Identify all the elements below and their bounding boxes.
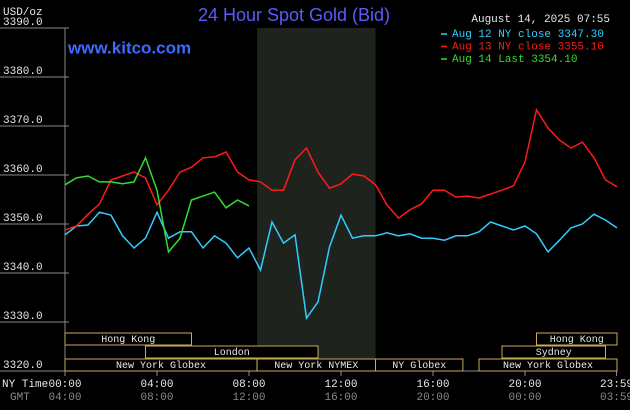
chart-title: 24 Hour Spot Gold (Bid): [198, 5, 390, 25]
legend-label: Aug 14 Last 3354.10: [452, 54, 577, 66]
legend-label: Aug 12 NY close 3347.30: [452, 29, 604, 41]
session-bar: [64, 332, 192, 346]
x2-tick-label: 12:00: [232, 392, 265, 404]
y-tick-label: 3330.0: [3, 311, 43, 323]
session-label: New York Globex: [503, 360, 593, 372]
x2-tick-label: 00:00: [508, 392, 541, 404]
y-tick-label: 3360.0: [3, 164, 43, 176]
site-label: www.kitco.com: [67, 38, 191, 57]
x-axis-label: NY Time: [2, 379, 48, 391]
x2-tick-label: 16:00: [324, 392, 357, 404]
session-label: Sydney: [536, 347, 572, 359]
y-tick-label: 3350.0: [3, 213, 43, 225]
y-tick-label: 3320.0: [3, 360, 43, 372]
y-axis-label: USD/oz: [3, 7, 43, 19]
x2-tick-label: 20:00: [416, 392, 449, 404]
y-tick-label: 3340.0: [3, 262, 43, 274]
session-bar: [501, 345, 606, 359]
series-line: [64, 155, 250, 254]
legend-label: Aug 13 NY close 3355.10: [452, 41, 604, 53]
timestamp: August 14, 2025 07:55: [471, 14, 610, 26]
x2-tick-label: 04:00: [48, 392, 81, 404]
x2-tick-label: 03:59: [600, 392, 630, 404]
session-label: NY Globex: [392, 360, 446, 372]
session-bar: [145, 345, 319, 359]
y-tick-label: 3370.0: [3, 115, 43, 127]
session-label: Hong Kong: [101, 335, 155, 346]
x2-axis-label: GMT: [10, 392, 30, 404]
session-shade: [257, 28, 376, 371]
series-line: [64, 210, 618, 321]
session-label: New York NYMEX: [274, 360, 358, 372]
series-line: [64, 107, 618, 231]
session-label: London: [214, 347, 250, 359]
y-tick-label: 3380.0: [3, 66, 43, 78]
session-label: Hong Kong: [550, 335, 604, 346]
y-tick-label: 3390.0: [3, 17, 43, 29]
x-tick-label: 12:00: [324, 379, 357, 391]
x-tick-label: 00:00: [48, 379, 81, 391]
session-bar: [478, 358, 618, 372]
session-bar: [375, 358, 464, 372]
x-tick-label: 08:00: [232, 379, 265, 391]
x2-tick-label: 08:00: [140, 392, 173, 404]
x-tick-label: 23:59: [600, 379, 630, 391]
x-tick-label: 16:00: [416, 379, 449, 391]
x-tick-label: 20:00: [508, 379, 541, 391]
session-label: New York Globex: [116, 360, 206, 372]
session-bar: [536, 332, 618, 346]
x-tick-label: 04:00: [140, 379, 173, 391]
